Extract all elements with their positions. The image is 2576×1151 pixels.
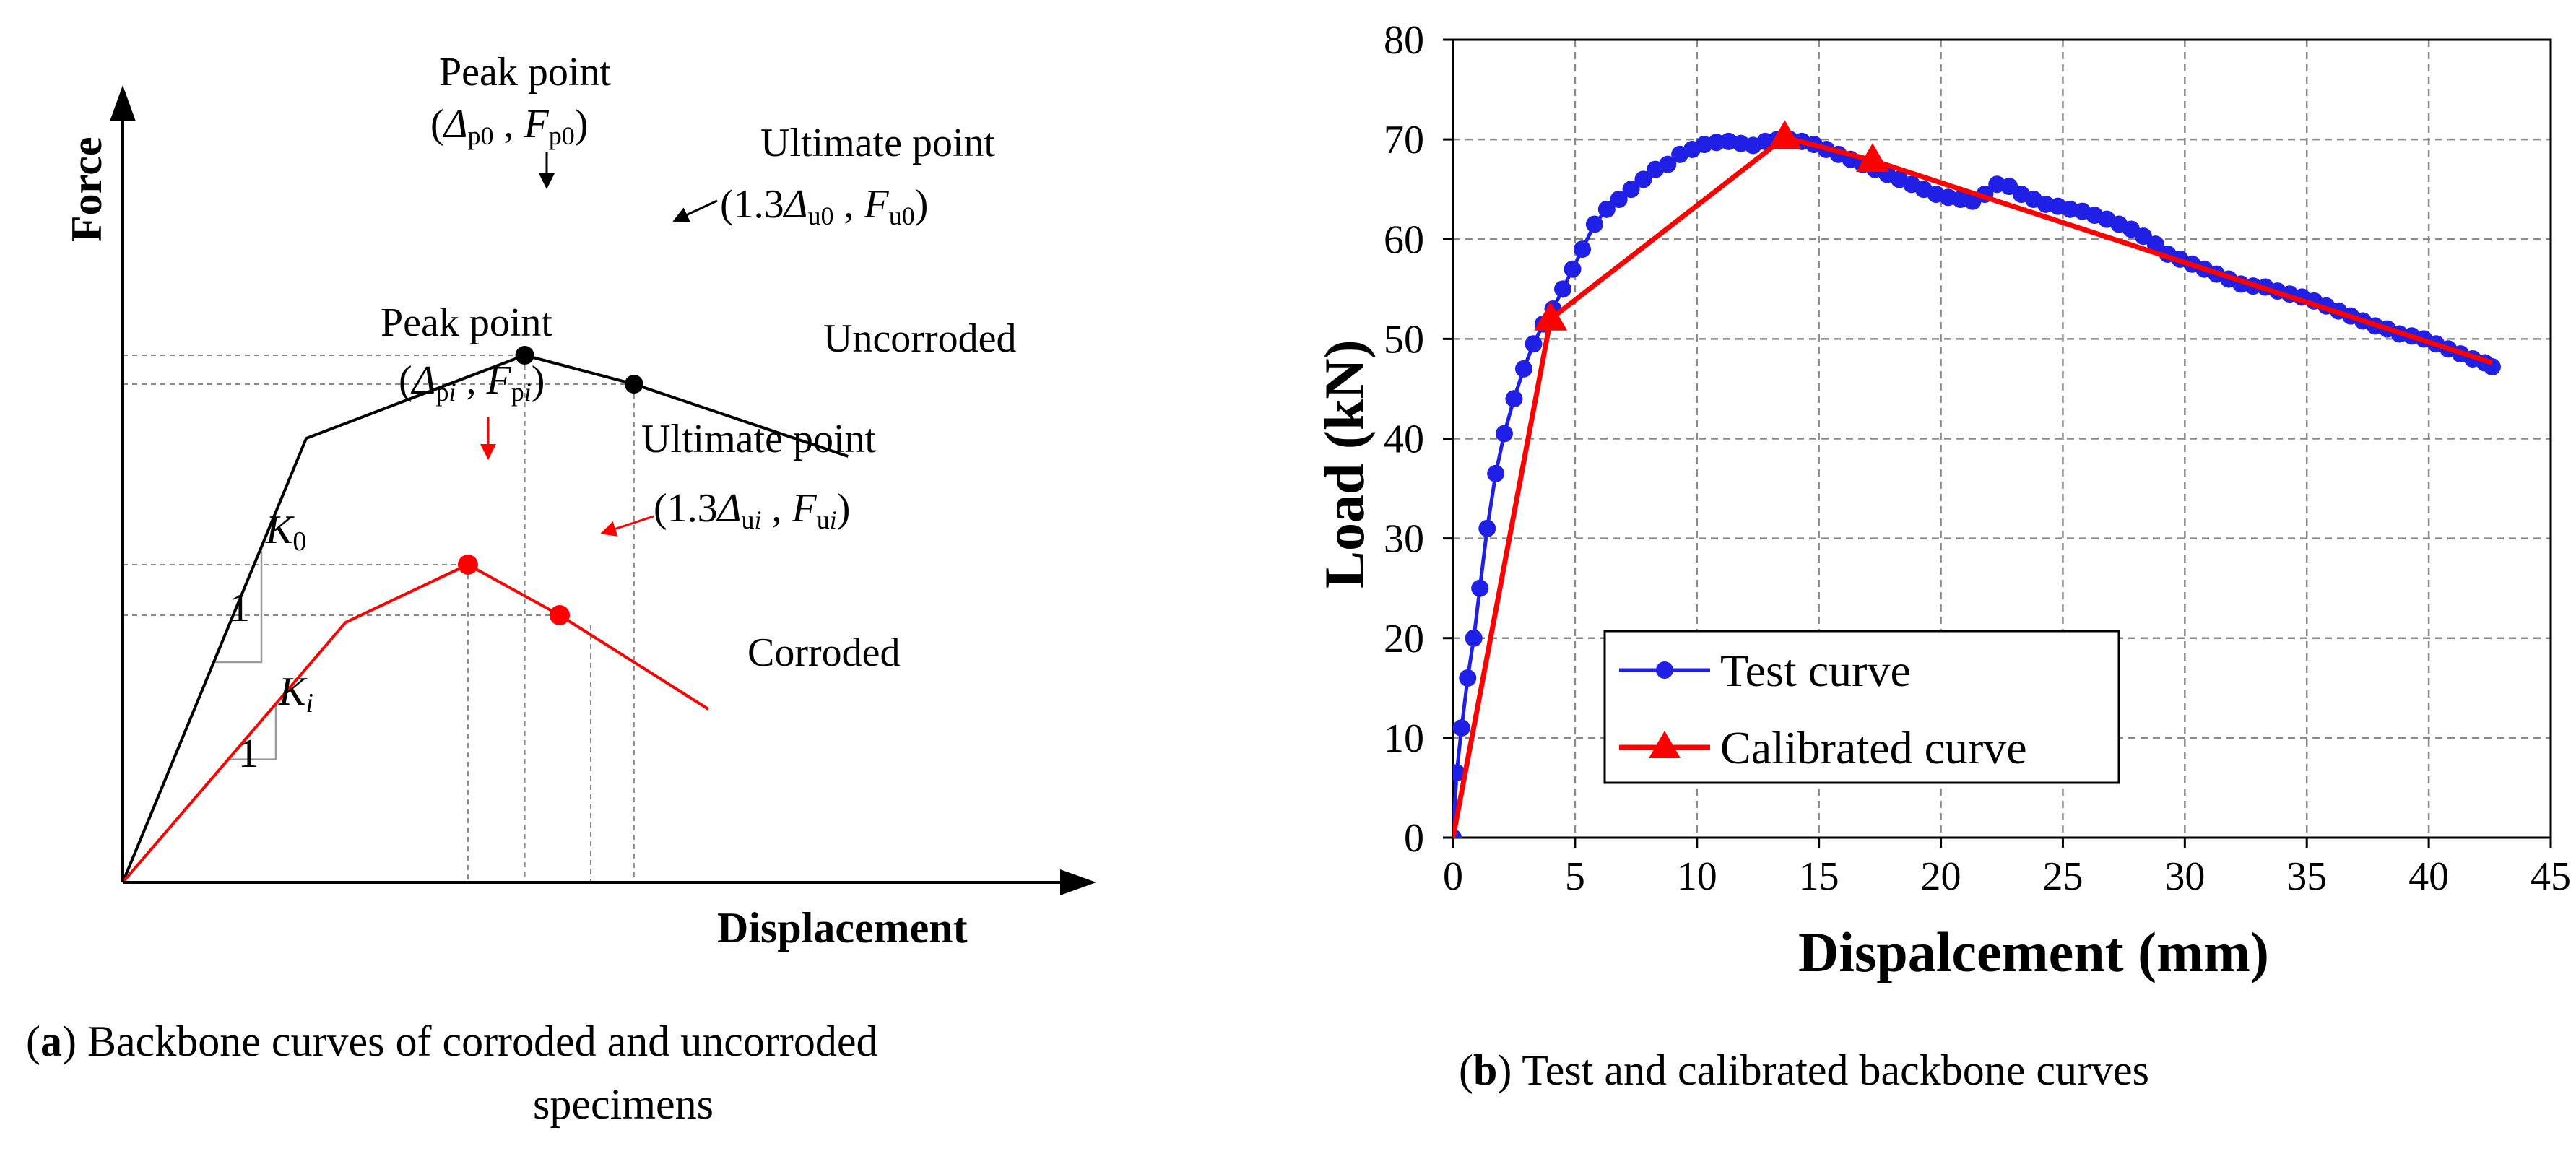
test-curve-point	[2134, 227, 2152, 246]
displacement-axis-arrowhead	[1060, 869, 1096, 895]
test-curve-point	[1487, 464, 1505, 482]
legend-box	[1603, 630, 2120, 784]
test-curve-point	[1505, 390, 1523, 408]
slope-run-2-label: 1	[238, 731, 259, 776]
panel-a-caption-line2: specimens	[533, 1080, 714, 1128]
y-tick-label: 40	[1384, 417, 1424, 462]
displacement-axis-label: Displacement	[717, 904, 968, 952]
test-curve-point	[1478, 519, 1496, 537]
x-tick-label: 20	[1921, 854, 1961, 899]
calibrated-curve-point	[1534, 301, 1568, 331]
force-axis-label: Force	[63, 137, 110, 242]
test-curve-point	[1574, 240, 1592, 259]
calibrated-curve-point	[1768, 120, 1802, 149]
legend-calibrated-curve-label: Calibrated curve	[1720, 722, 2027, 773]
test-curve-point	[2000, 178, 2018, 196]
ultimate-point-uncorroded-label: Ultimate point	[760, 121, 996, 165]
y-tick-label: 60	[1384, 217, 1424, 262]
ki-label: Ki	[278, 669, 313, 718]
test-curve-point	[1622, 181, 1640, 199]
slope-triangle-k0	[214, 547, 263, 664]
dispalcement-axis-label: Dispalcement (mm)	[1798, 921, 2269, 983]
ultimate-point-corroded-marker	[550, 605, 570, 625]
panel-b-ticks: 0 5 10 15 20 25 30 35 40 45 0 10 20 30 40 50 60 70 80	[1384, 18, 2571, 899]
panel-a-chart: Force Displacement Peak point (Δp0 , Fp0…	[26, 50, 1096, 1128]
x-tick-label: 40	[2408, 854, 2449, 899]
y-tick-label: 10	[1384, 716, 1424, 761]
y-tick-label: 0	[1404, 816, 1424, 861]
ultimate-point-uncorroded-marker	[624, 375, 643, 394]
peak-point-corroded-coords: (Δpi , Fpi)	[399, 358, 545, 407]
y-tick-label: 30	[1384, 517, 1424, 562]
panel-b-series	[1453, 120, 2501, 838]
calibrated-curve-point	[1855, 143, 1889, 173]
peak-point-corroded-marker	[457, 555, 478, 575]
x-tick-label: 45	[2531, 854, 2571, 899]
panel-a-caption: (a) Backbone curves of corroded and unco…	[26, 1017, 878, 1065]
panel-b-grid	[1453, 40, 2551, 838]
corroded-label: Corroded	[747, 630, 901, 675]
test-curve-point	[1514, 360, 1532, 378]
slope-triangle-ki	[228, 703, 277, 760]
slope-run-1-label: 1	[230, 586, 250, 630]
y-tick-label: 80	[1384, 18, 1424, 63]
test-curve-point	[1564, 260, 1582, 278]
test-curve-point	[1495, 425, 1513, 443]
legend: Test curve Calibrated curve	[1603, 630, 2120, 784]
k0-label: K0	[265, 508, 306, 557]
uncorroded-label: Uncorroded	[823, 316, 1016, 361]
ultimate-point-corroded-coords: (1.3Δui , Fui)	[654, 486, 850, 534]
force-axis-arrowhead	[110, 85, 136, 121]
ultimate-point-uncorroded-coords: (1.3Δu0 , Fu0)	[720, 182, 928, 230]
test-curve-point	[1453, 719, 1470, 737]
y-tick-label: 50	[1384, 317, 1424, 362]
peak-point-uncorroded-coords: (Δp0 , Fp0)	[430, 102, 588, 150]
test-curve-point	[1659, 155, 1677, 173]
test-curve-point	[1634, 170, 1652, 188]
test-curve-point	[2146, 235, 2164, 253]
x-tick-label: 35	[2286, 854, 2327, 899]
peak-point-uncorroded-marker	[515, 346, 534, 365]
x-tick-label: 15	[1799, 854, 1839, 899]
ulti-arrow	[600, 515, 654, 537]
legend-calibrated-curve-marker	[1649, 731, 1681, 758]
peak-point-corroded-label: Peak point	[381, 300, 552, 345]
ultimate-point-corroded-label: Ultimate point	[641, 417, 877, 461]
test-curve-point	[1597, 200, 1616, 218]
legend-test-curve-marker	[1656, 661, 1673, 679]
x-tick-label: 10	[1677, 854, 1717, 899]
x-tick-label: 5	[1565, 854, 1585, 899]
corroded-curve	[121, 563, 709, 884]
panel-b-caption: (b) Test and calibrated backbone curves	[1459, 1046, 2149, 1094]
test-curve-point	[1471, 579, 1489, 597]
test-curve-point	[1525, 335, 1543, 353]
panel-b-chart: 0 5 10 15 20 25 30 35 40 45 0 10 20 30 40 50 60 70 80 Test…	[1313, 18, 2571, 1094]
test-curve-point	[1459, 669, 1477, 687]
slope-triangles	[214, 547, 277, 760]
panel-a-guides	[123, 355, 635, 882]
test-curve-point	[1585, 215, 1603, 233]
load-axis-label: Load (kN)	[1313, 339, 1376, 588]
legend-test-curve-label: Test curve	[1720, 645, 1911, 696]
peak-point-uncorroded-label: Peak point	[439, 50, 611, 95]
x-tick-label: 0	[1443, 854, 1463, 899]
x-tick-label: 25	[2042, 854, 2083, 899]
y-tick-label: 70	[1384, 118, 1424, 162]
test-curve-point	[1554, 280, 1571, 298]
test-curve-point	[1465, 629, 1483, 647]
test-curve-point	[1610, 191, 1628, 208]
x-tick-label: 30	[2164, 854, 2205, 899]
ult0-arrow	[672, 199, 718, 222]
y-tick-label: 20	[1384, 617, 1424, 661]
